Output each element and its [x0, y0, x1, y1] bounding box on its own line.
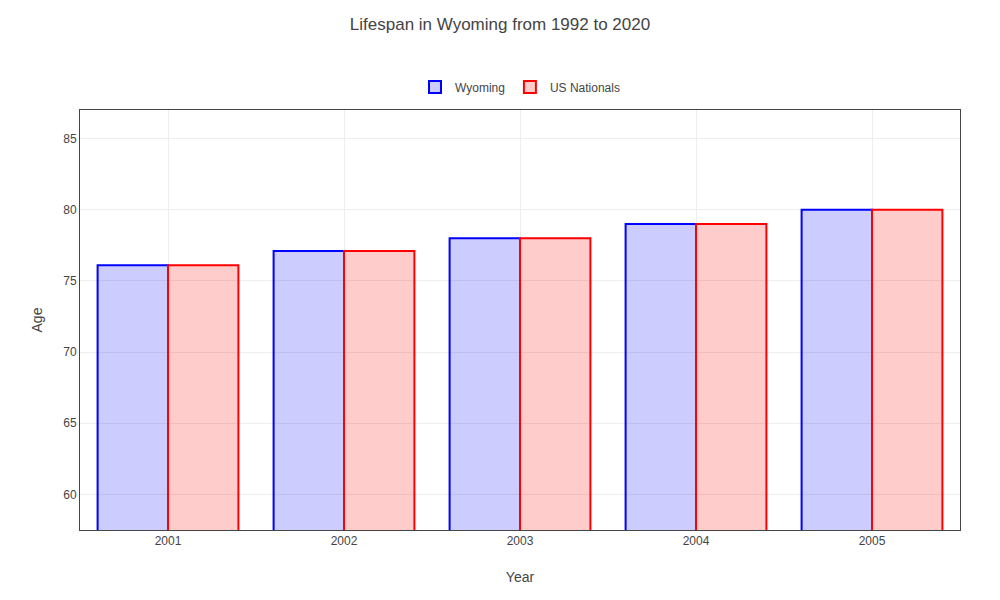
svg-text:Year: Year: [506, 569, 535, 585]
svg-text:80: 80: [63, 203, 77, 217]
svg-text:Wyoming: Wyoming: [455, 81, 505, 95]
svg-text:US Nationals: US Nationals: [550, 81, 620, 95]
svg-text:85: 85: [63, 132, 77, 146]
svg-text:65: 65: [63, 416, 77, 430]
svg-text:2005: 2005: [859, 534, 886, 548]
svg-text:Lifespan in Wyoming from 1992: Lifespan in Wyoming from 1992 to 2020: [350, 15, 650, 34]
svg-text:2002: 2002: [331, 534, 358, 548]
svg-text:60: 60: [63, 488, 77, 502]
svg-text:75: 75: [63, 274, 77, 288]
svg-text:Age: Age: [29, 307, 45, 332]
svg-text:2001: 2001: [155, 534, 182, 548]
svg-text:2003: 2003: [507, 534, 534, 548]
svg-text:70: 70: [63, 345, 77, 359]
svg-text:2004: 2004: [683, 534, 710, 548]
